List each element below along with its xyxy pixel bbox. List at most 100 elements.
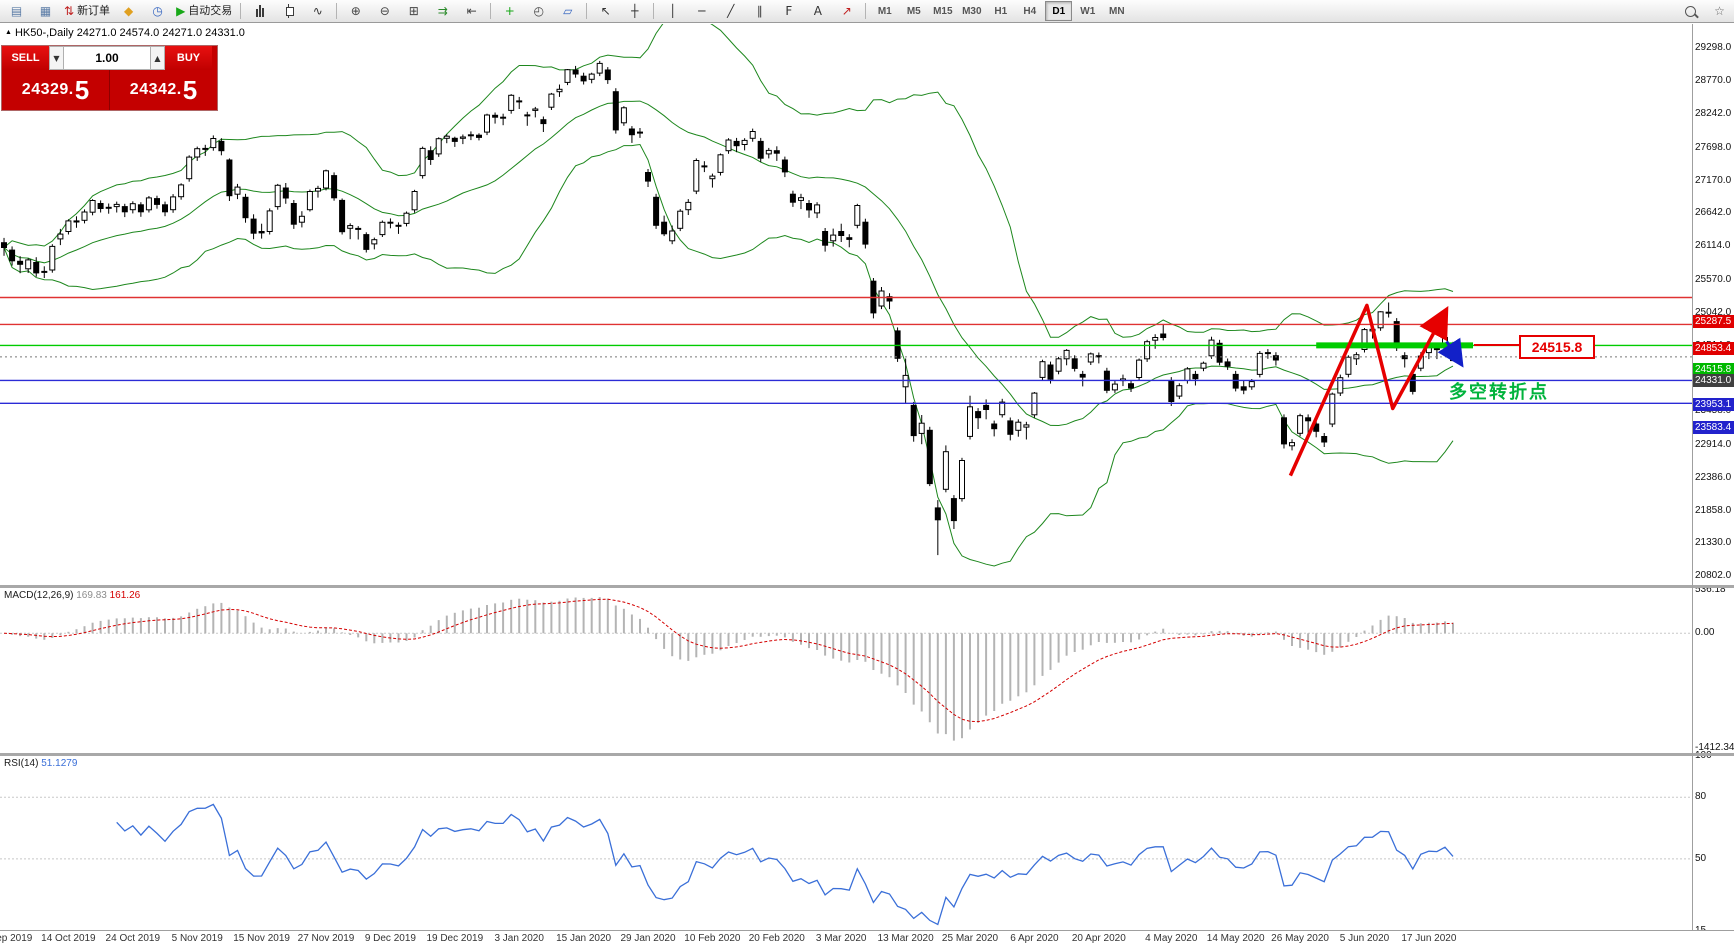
star-icon: ☆ <box>1714 4 1725 18</box>
vertical-line-button[interactable]: │ <box>658 0 687 22</box>
candle <box>669 225 676 245</box>
price-axis[interactable]: 29298.0 28770.0 28242.0 27698.0 27170.0 26642… <box>1692 24 1734 936</box>
candle <box>620 106 627 126</box>
price-tick-label: 26642.0 <box>1695 207 1732 219</box>
horizontal-line-button[interactable]: ─ <box>687 0 716 22</box>
turning-point-annotation[interactable]: 多空转折点 <box>1449 382 1549 403</box>
timeframe-m15-button[interactable]: M15 <box>933 5 953 17</box>
date-tick-label: 20 Feb 2020 <box>748 933 805 944</box>
candle <box>89 199 96 216</box>
templates-button[interactable]: ▱ <box>553 0 582 22</box>
autotrading-button[interactable]: ▶ 自动交易 <box>172 0 236 22</box>
line-chart-button[interactable]: ∿ <box>303 0 332 22</box>
timeframe-w1-button[interactable]: W1 <box>1080 5 1096 17</box>
time-axis[interactable]: 30 Sep 2019 14 Oct 2019 24 Oct 2019 5 Nov 2… <box>0 931 1734 947</box>
horizontal-line-icon: ─ <box>698 4 706 18</box>
new-chart-button[interactable]: ▤ <box>2 0 31 22</box>
timeframe-m30-button[interactable]: M30 <box>962 5 982 17</box>
panel-separator[interactable] <box>0 753 1734 756</box>
indicators-button[interactable]: + <box>495 0 524 22</box>
buy-button[interactable]: BUY <box>165 46 212 70</box>
date-tick-label: 3 Jan 2020 <box>494 933 544 944</box>
auto-scroll-button[interactable]: ⇉ <box>428 0 457 22</box>
search-button[interactable] <box>1676 0 1705 22</box>
date-tick-label: 27 Nov 2019 <box>297 933 355 944</box>
candle <box>959 457 965 502</box>
candle <box>411 189 418 213</box>
collapse-triangle-icon[interactable]: ▲ <box>5 29 12 36</box>
date-tick-label: 4 May 2020 <box>1145 933 1198 944</box>
periods-button[interactable]: ◴ <box>524 0 553 22</box>
volume-increase-button[interactable]: ▲ <box>150 46 165 70</box>
candle <box>1401 352 1408 368</box>
crosshair-button[interactable]: ┼ <box>620 0 649 22</box>
timeframe-d1-button[interactable]: D1 <box>1045 1 1073 21</box>
arrow-symbols-icon: ↗ <box>841 4 852 18</box>
sell-button[interactable]: SELL <box>2 46 49 70</box>
candle <box>459 134 466 145</box>
candle <box>1152 334 1159 349</box>
rsi-value: 51.1279 <box>41 758 78 769</box>
zoom-in-button[interactable]: ⊕ <box>341 0 370 22</box>
candle <box>1337 374 1344 396</box>
price-annotation-box[interactable]: 24515.8 <box>1519 335 1595 359</box>
candle <box>870 278 877 319</box>
candle <box>677 209 684 232</box>
fibonacci-button[interactable]: F <box>774 0 803 22</box>
timeframe-h4-button[interactable]: H4 <box>1023 5 1037 17</box>
candle <box>862 218 869 249</box>
candle <box>121 203 128 218</box>
bar-chart-icon <box>255 5 264 17</box>
candle <box>628 126 635 143</box>
candle <box>516 96 523 109</box>
trend-zigzag-arrow[interactable] <box>1288 303 1449 477</box>
price-tick-label: 21330.0 <box>1695 537 1732 549</box>
macd-tick-label: 0.00 <box>1695 627 1715 639</box>
timeframe-h1-button[interactable]: H1 <box>994 5 1008 17</box>
timeframe-m5-button[interactable]: M5 <box>906 5 921 17</box>
date-tick-label: 29 Jan 2020 <box>620 933 676 944</box>
blue-arrow-object[interactable] <box>1437 337 1464 368</box>
panel-separator[interactable] <box>0 585 1734 588</box>
candle <box>838 223 845 242</box>
candle <box>435 137 442 157</box>
bar-chart-button[interactable] <box>245 0 274 22</box>
candle <box>387 218 394 229</box>
timeframe-mn-button[interactable]: MN <box>1109 5 1125 17</box>
zoom-out-button[interactable]: ⊖ <box>370 0 399 22</box>
candle <box>467 131 474 141</box>
favorites-button[interactable]: ☆ <box>1705 0 1734 22</box>
candle <box>830 228 837 247</box>
new-order-button[interactable]: ⇅ 新订单 <box>60 0 114 22</box>
date-tick-label: 15 Jan 2020 <box>556 933 612 944</box>
cursor-button[interactable]: ↖ <box>591 0 620 22</box>
candle <box>1176 383 1183 400</box>
volume-input[interactable] <box>64 46 150 70</box>
candle <box>73 216 80 228</box>
chart-shift-button[interactable]: ⇤ <box>457 0 486 22</box>
candle <box>572 65 579 78</box>
sell-price[interactable]: 24329. 5 <box>2 70 109 110</box>
candle <box>298 211 305 228</box>
price-tick-label: 27170.0 <box>1695 174 1732 186</box>
channel-button[interactable]: ∥ <box>745 0 774 22</box>
candle <box>1264 349 1271 359</box>
price-divider <box>109 70 110 110</box>
timeframe-m1-button[interactable]: M1 <box>877 5 892 17</box>
candle <box>685 199 692 215</box>
arrows-button[interactable]: ↗ <box>832 0 861 22</box>
candle <box>250 214 257 240</box>
text-button[interactable]: A <box>803 0 832 22</box>
candle <box>443 134 450 144</box>
tile-windows-button[interactable]: ⊞ <box>399 0 428 22</box>
template-icon: ▱ <box>563 4 573 18</box>
profiles-button[interactable]: ▦ <box>31 0 60 22</box>
candle <box>484 113 490 136</box>
buy-price[interactable]: 24342. 5 <box>110 70 217 110</box>
candlestick-chart-button[interactable] <box>274 0 303 22</box>
toolbar-separator <box>336 3 338 19</box>
history-center-button[interactable]: ◷ <box>143 0 172 22</box>
metaeditor-button[interactable]: ◆ <box>114 0 143 22</box>
trendline-button[interactable]: ╱ <box>716 0 745 22</box>
volume-decrease-button[interactable]: ▼ <box>49 46 64 70</box>
